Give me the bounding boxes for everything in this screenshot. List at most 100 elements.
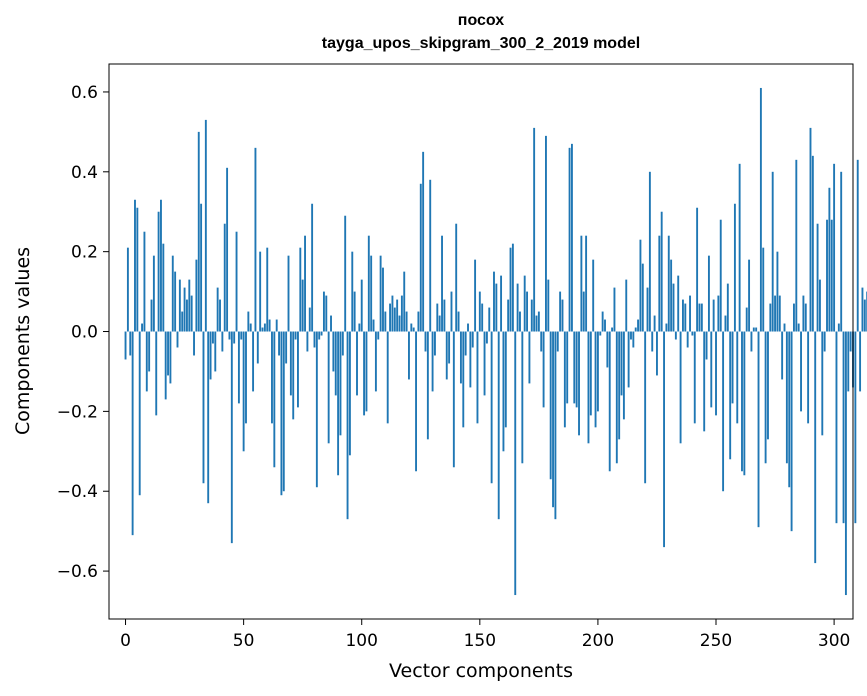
bar [618, 331, 621, 440]
bar [211, 331, 214, 344]
bar [478, 291, 481, 332]
bar [474, 259, 477, 332]
bar [790, 331, 793, 532]
bar [627, 331, 630, 388]
bar [370, 255, 373, 332]
bar [353, 291, 356, 332]
bar [398, 315, 401, 332]
bar [580, 235, 583, 332]
bar [774, 295, 777, 332]
bar [459, 331, 462, 384]
bar [764, 331, 767, 464]
bar [471, 331, 474, 348]
bar [856, 159, 859, 332]
bar [575, 331, 578, 408]
bar [863, 299, 866, 332]
bar [183, 287, 186, 332]
bar [547, 279, 550, 332]
bar [632, 331, 635, 348]
bar [722, 331, 725, 492]
bar [566, 331, 569, 404]
bar [126, 247, 129, 332]
bar [469, 331, 472, 388]
bar [169, 331, 172, 384]
bar [594, 331, 597, 428]
bar [818, 279, 821, 332]
bar [476, 331, 479, 424]
bar [209, 331, 212, 380]
bar [700, 303, 703, 332]
bar [795, 159, 798, 332]
bar [273, 331, 276, 468]
bar [656, 331, 658, 376]
bar [717, 295, 720, 332]
bar [585, 235, 588, 332]
bar [386, 331, 389, 424]
bar [148, 331, 151, 372]
bar [837, 323, 840, 332]
bar [844, 331, 847, 596]
bar [367, 235, 370, 332]
bar [736, 331, 739, 424]
bar [450, 291, 453, 332]
bar [327, 331, 330, 444]
bar [363, 331, 366, 416]
bar [743, 331, 746, 476]
bar [431, 331, 434, 392]
bar [830, 219, 833, 332]
bar [615, 331, 618, 464]
bar [599, 331, 602, 336]
bar [748, 259, 751, 332]
bar [280, 331, 283, 496]
bar [835, 331, 838, 524]
bar [330, 315, 332, 332]
bar [346, 331, 349, 520]
bar [495, 283, 498, 332]
bar [528, 331, 531, 384]
bar [570, 143, 573, 332]
bar [738, 163, 741, 332]
bar [339, 331, 342, 436]
bar [424, 331, 427, 352]
bar [219, 299, 221, 332]
bar [245, 331, 247, 424]
bar [391, 295, 394, 332]
bar [485, 331, 488, 344]
chart-subtitle: tayga_upos_skipgram_300_2_2019 model [321, 35, 641, 52]
bar [769, 303, 772, 332]
bar [426, 331, 429, 440]
bar [653, 315, 656, 332]
bar [141, 323, 144, 332]
bar [306, 331, 309, 352]
bar [445, 331, 448, 380]
bar [228, 331, 231, 340]
bar [644, 331, 647, 484]
bar [433, 331, 436, 356]
bar [537, 311, 540, 332]
bar [776, 251, 779, 332]
bar [689, 295, 691, 332]
bar [646, 287, 649, 332]
bar [202, 331, 205, 484]
bar [299, 247, 302, 332]
bar [311, 203, 314, 332]
bar [710, 331, 713, 408]
bar [379, 255, 382, 332]
bar [630, 331, 632, 340]
bar [490, 331, 493, 484]
x-tick-label: 150 [464, 631, 496, 651]
bar [719, 219, 722, 332]
plot-frame [108, 63, 854, 620]
bar [176, 331, 179, 348]
bar [129, 331, 132, 356]
bar [750, 331, 753, 352]
bar [308, 307, 311, 332]
bar [861, 287, 864, 332]
bar [604, 319, 606, 332]
bar [131, 331, 134, 536]
bar [254, 147, 257, 332]
bar [757, 331, 760, 528]
bar [464, 331, 467, 356]
